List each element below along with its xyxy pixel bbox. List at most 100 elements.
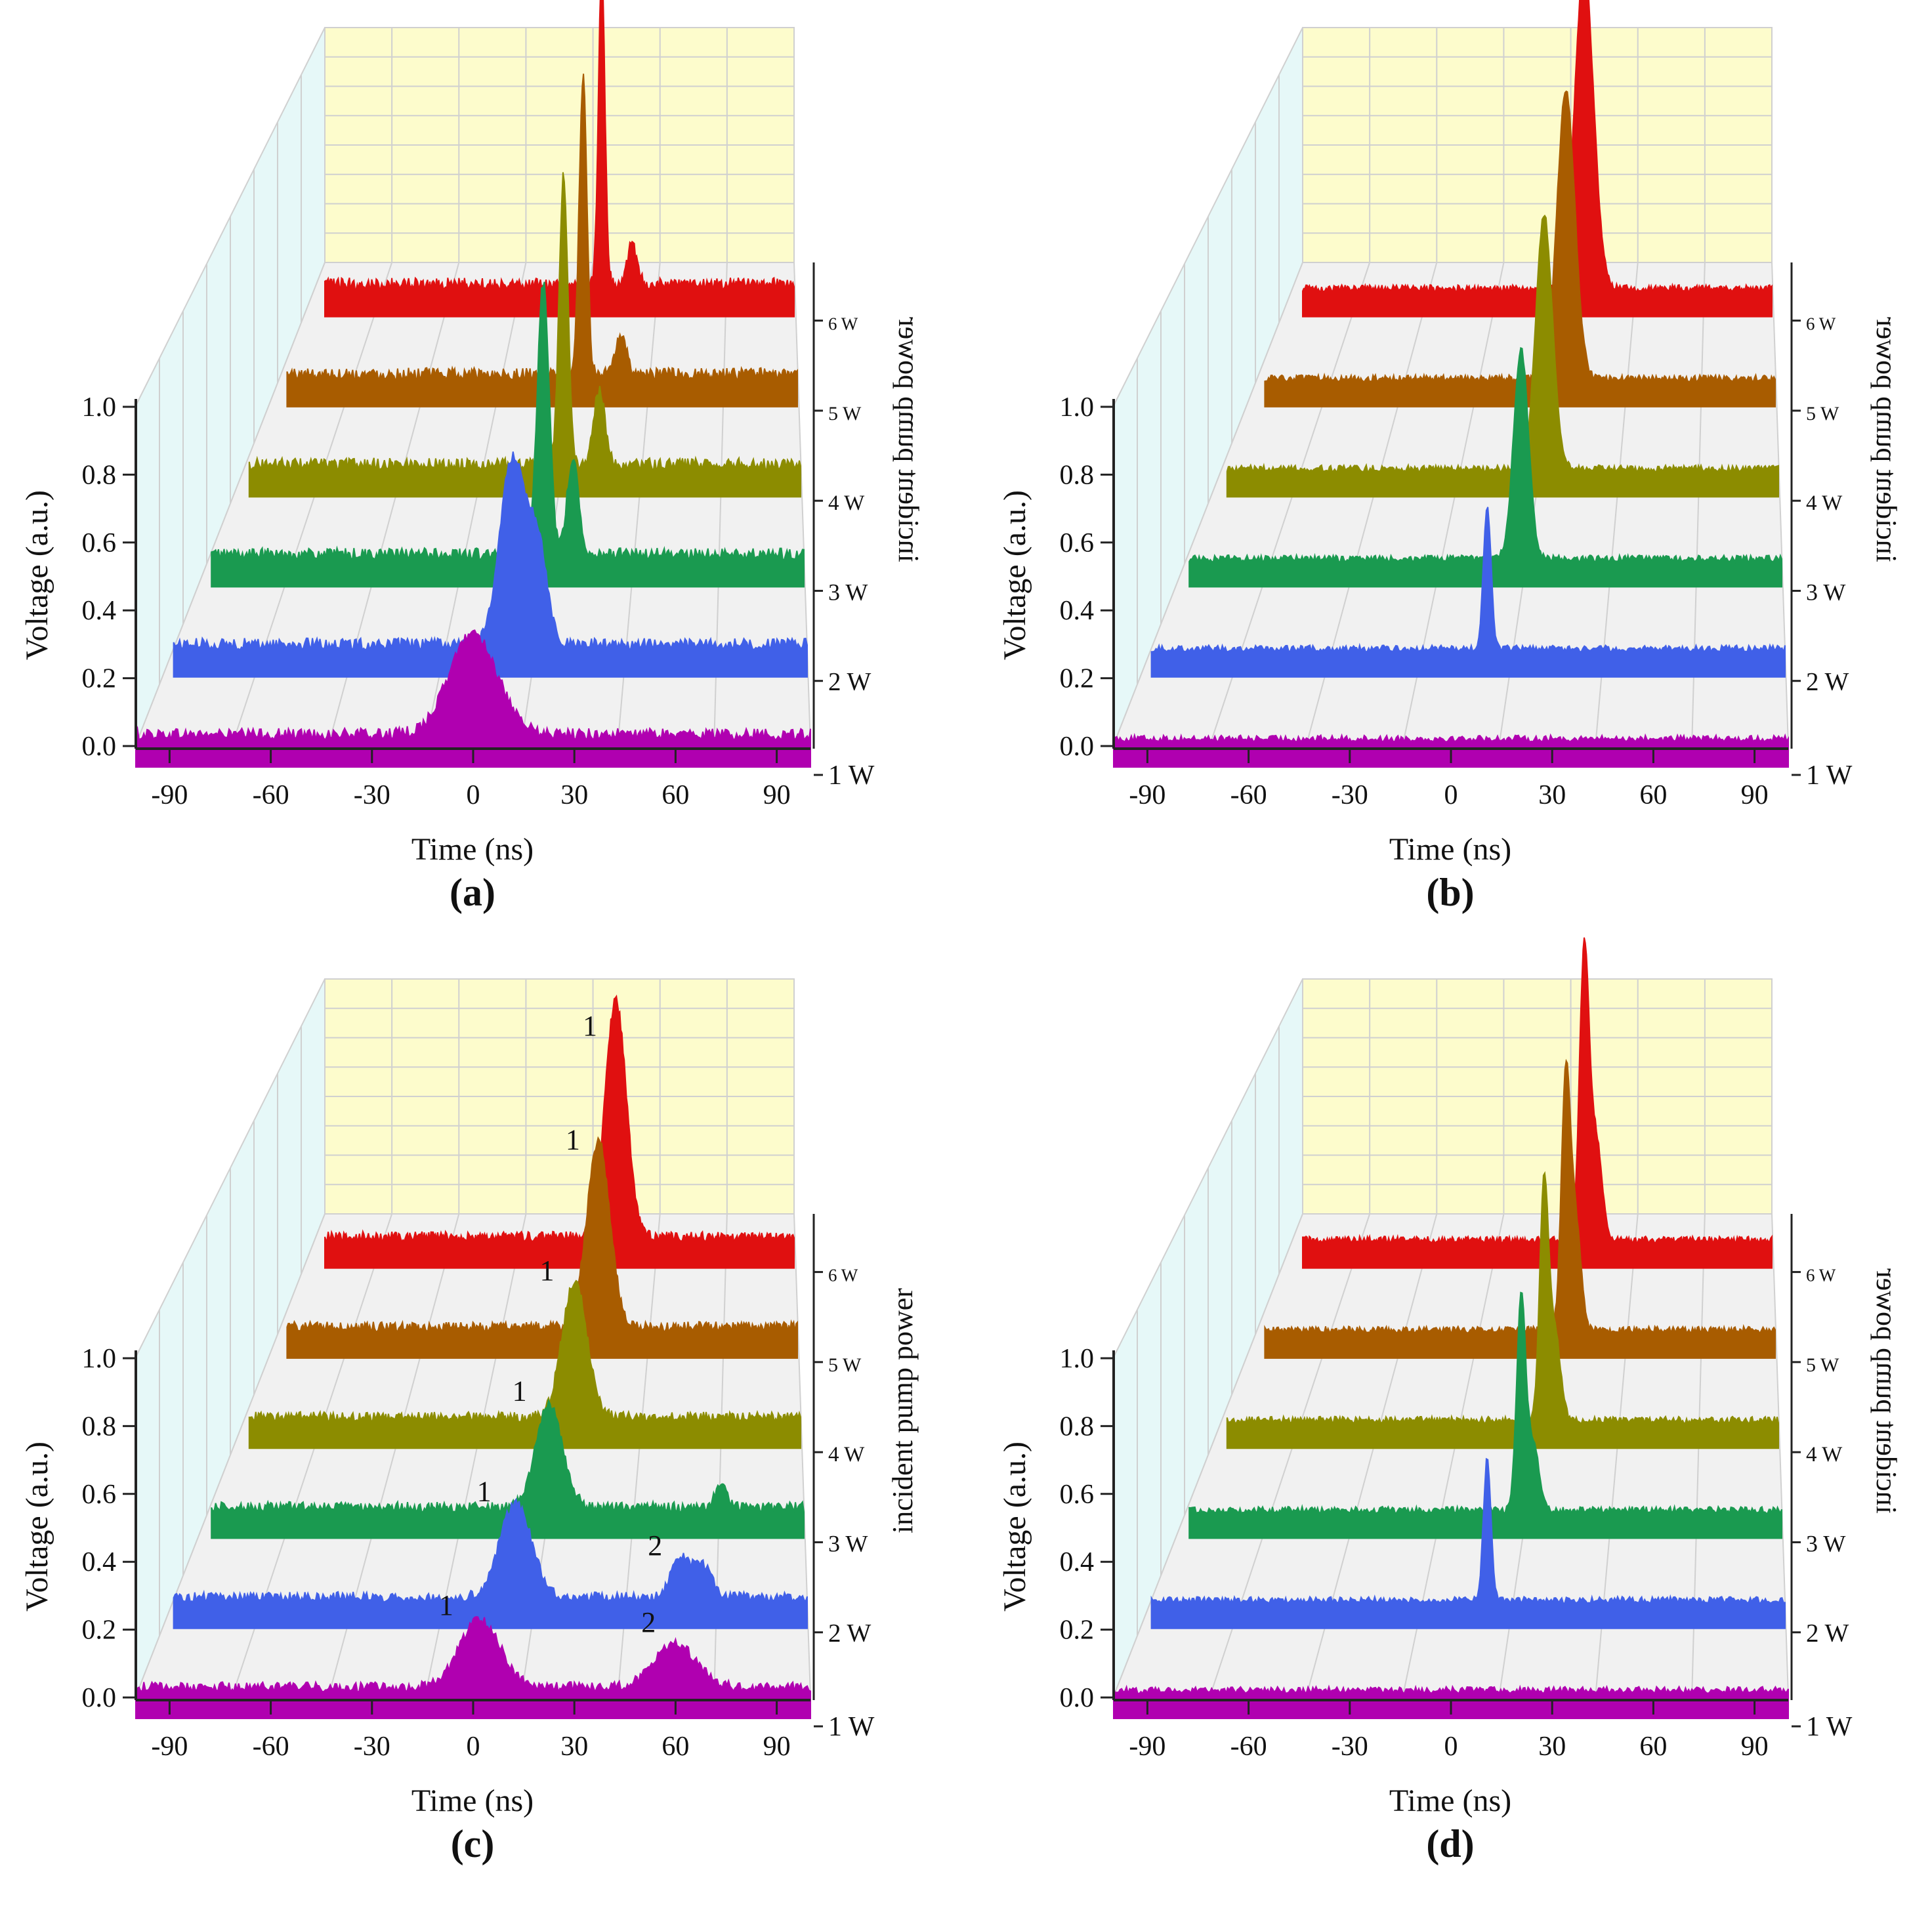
series-ribbon-5W — [1264, 90, 1776, 407]
z-tick-label: 2 W — [828, 1619, 872, 1648]
x-tick-label: 0 — [467, 1732, 480, 1762]
x-tick-label: 30 — [560, 780, 588, 810]
y-tick-label: 0.0 — [1060, 1683, 1095, 1713]
z-tick-label: 3 W — [1806, 579, 1845, 605]
y-tick-label: 0.4 — [82, 596, 117, 626]
x-tick-label: 60 — [662, 780, 689, 810]
z-tick-label: 6 W — [1806, 314, 1836, 334]
x-tick-label: -60 — [1230, 1732, 1267, 1762]
pulse-number-label: 2 — [648, 1529, 662, 1562]
series-ribbon-4W — [1226, 1171, 1779, 1449]
z-tick-label: 6 W — [828, 314, 858, 334]
series-ribbon-6W — [324, 0, 795, 318]
z-axis-title: incident pump power — [1870, 317, 1902, 562]
x-tick-label: 90 — [1741, 1732, 1769, 1762]
x-tick-label: 0 — [467, 780, 480, 810]
z-axis-title: incident pump power — [1870, 1268, 1902, 1514]
y-axis-title: Voltage (a.u.) — [20, 490, 54, 660]
x-tick-label: -90 — [151, 1732, 188, 1762]
series-ribbon-3W — [211, 281, 805, 588]
y-tick-label: 0.0 — [82, 1683, 117, 1713]
x-tick-label: 30 — [1538, 1732, 1566, 1762]
series-ribbon-5W — [286, 73, 798, 407]
y-tick-label: 0.4 — [82, 1547, 117, 1577]
x-tick-label: -60 — [1230, 780, 1267, 810]
x-tick-label: -60 — [253, 1732, 289, 1762]
y-tick-label: 1.0 — [82, 1344, 117, 1374]
z-tick-label: 5 W — [1806, 1354, 1839, 1376]
x-tick-label: -30 — [354, 780, 390, 810]
z-tick-label: 4 W — [1806, 491, 1843, 515]
x-tick-label: -60 — [253, 780, 289, 810]
series-ribbon-1W — [135, 1615, 811, 1719]
y-tick-label: 1.0 — [1060, 1344, 1095, 1374]
x-tick-label: 60 — [662, 1732, 689, 1762]
z-tick-label: 4 W — [828, 491, 865, 515]
x-tick-label: -90 — [151, 780, 188, 810]
panel-label: (d) — [1426, 1822, 1474, 1865]
chart-panel-c: 1 1 1 1 1 2 1 2 -90 -60 -30 0 30 60 90 Time (ns) 0.0 0.2 0… — [20, 978, 919, 1865]
z-tick-label: 5 W — [1806, 403, 1839, 425]
z-tick-label: 6 W — [828, 1266, 858, 1285]
pulse-number-label: 1 — [513, 1375, 527, 1407]
x-axis-title: Time (ns) — [411, 832, 534, 867]
z-tick-label: 2 W — [828, 668, 872, 696]
pulse-number-label: 1 — [583, 1010, 597, 1042]
z-tick-label: 3 W — [828, 579, 868, 605]
series-ribbon-2W — [1150, 1457, 1786, 1629]
z-tick-label: 3 W — [1806, 1530, 1845, 1556]
x-axis-title: Time (ns) — [1389, 1783, 1511, 1818]
y-tick-label: 0.8 — [1060, 460, 1095, 490]
z-tick-label: 1 W — [828, 760, 875, 791]
y-tick-label: 0.8 — [82, 1411, 117, 1442]
y-tick-label: 0.0 — [82, 732, 117, 762]
z-tick-label: 2 W — [1806, 1619, 1849, 1648]
panel-label: (b) — [1426, 871, 1474, 914]
series-ribbon-4W — [1226, 215, 1779, 498]
x-tick-label: -90 — [1129, 1732, 1166, 1762]
series-ribbon-6W — [324, 994, 795, 1269]
pulse-number-label: 1 — [439, 1589, 453, 1621]
panel-label: (c) — [451, 1822, 495, 1865]
z-tick-label: 1 W — [828, 1712, 875, 1742]
series-ribbon-3W — [1188, 346, 1782, 588]
z-axis-title: incident pump power — [892, 317, 925, 562]
y-axis-title: Voltage (a.u.) — [998, 490, 1032, 660]
x-tick-label: 30 — [1538, 780, 1566, 810]
y-tick-label: 0.6 — [82, 1480, 117, 1510]
pulse-number-label: 1 — [540, 1255, 555, 1287]
z-tick-label: 4 W — [1806, 1443, 1843, 1467]
y-tick-label: 0.2 — [82, 1615, 117, 1646]
series-ribbon-2W — [1150, 507, 1786, 678]
z-tick-label: 4 W — [828, 1443, 865, 1467]
y-tick-label: 0.6 — [1060, 1480, 1095, 1510]
y-tick-label: 1.0 — [82, 392, 117, 423]
y-tick-label: 0.4 — [1060, 596, 1095, 626]
x-tick-label: 90 — [763, 1732, 791, 1762]
chart-panel-b: -90 -60 -30 0 30 60 90 Time (ns) 0.0 0.2 0.4 0.6 0.8… — [998, 0, 1902, 914]
series-ribbon-3W — [211, 1398, 805, 1539]
z-tick-label: 1 W — [1806, 760, 1853, 791]
chart-panel-a: -90 -60 -30 0 30 60 90 Time (ns) 0.0 0.2 0.4 0.6 0.8… — [20, 0, 925, 914]
pulse-number-label: 1 — [477, 1475, 492, 1507]
y-axis-title: Voltage (a.u.) — [998, 1442, 1032, 1612]
y-tick-label: 0.2 — [82, 664, 117, 694]
z-tick-label: 6 W — [1806, 1266, 1836, 1285]
z-tick-label: 5 W — [828, 403, 862, 425]
x-tick-label: -30 — [1332, 780, 1368, 810]
series-ribbon-3W — [1188, 1291, 1782, 1539]
z-tick-label: 3 W — [828, 1530, 868, 1556]
x-tick-label: -30 — [354, 1732, 390, 1762]
y-tick-label: 1.0 — [1060, 392, 1095, 423]
z-axis-title: incident pump power — [887, 1288, 919, 1533]
y-tick-label: 0.4 — [1060, 1547, 1095, 1577]
y-tick-label: 0.2 — [1060, 1615, 1095, 1646]
series-ribbon-6W — [1302, 937, 1773, 1269]
y-tick-label: 0.2 — [1060, 664, 1095, 694]
series-ribbon-1W — [135, 629, 811, 768]
pulse-number-label: 2 — [641, 1606, 656, 1638]
y-tick-label: 0.8 — [1060, 1411, 1095, 1442]
series-ribbon-4W — [248, 172, 801, 498]
z-tick-label: 2 W — [1806, 668, 1849, 696]
